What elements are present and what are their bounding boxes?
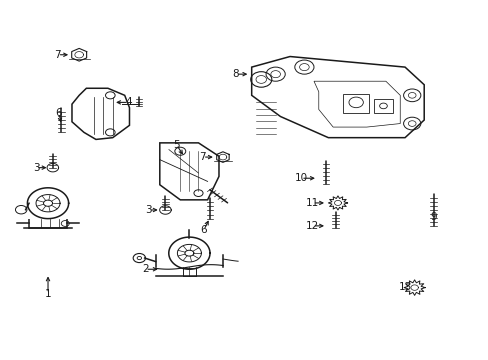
Bar	[373, 99, 392, 113]
Text: 4: 4	[125, 98, 132, 107]
Text: 10: 10	[294, 173, 307, 183]
Text: 9: 9	[429, 212, 436, 222]
Text: 2: 2	[142, 264, 148, 274]
Text: 3: 3	[33, 163, 39, 173]
Text: 1: 1	[44, 289, 51, 298]
Text: 7: 7	[199, 152, 206, 162]
Circle shape	[137, 256, 141, 260]
Text: 5: 5	[173, 140, 180, 150]
Text: 6: 6	[56, 108, 62, 118]
Text: 8: 8	[232, 69, 239, 79]
Bar	[183, 268, 196, 276]
Bar	[342, 94, 368, 113]
Text: 11: 11	[305, 198, 319, 208]
Text: 13: 13	[398, 282, 411, 292]
Text: 3: 3	[145, 205, 152, 215]
Text: 12: 12	[305, 221, 319, 231]
Text: 6: 6	[200, 225, 206, 235]
Text: 7: 7	[54, 50, 61, 60]
